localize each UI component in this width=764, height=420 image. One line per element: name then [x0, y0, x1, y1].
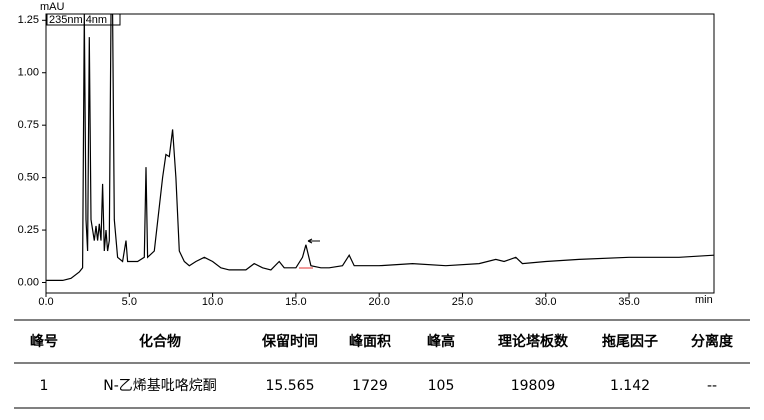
table-header: 保留时间: [261, 333, 318, 350]
table-cell: 15.565: [266, 378, 315, 394]
y-tick-label: 0.00: [18, 276, 39, 288]
y-tick-label: 1.00: [18, 67, 39, 79]
table: 峰号 化合物 保留时间 峰面积 峰高 理论塔板数 拖尾因子 分离度 1 N-乙烯基吡咯烷酮 15.5…: [14, 319, 750, 409]
y-tick-label: 0.50: [18, 172, 39, 184]
table-cell: 1.142: [610, 378, 650, 394]
legend-box: [46, 13, 121, 26]
y-tick-label: 1.25: [18, 14, 39, 26]
table-header: 理论塔板数: [498, 333, 569, 350]
table-cell: 1729: [352, 378, 388, 394]
table-header: 峰号: [30, 333, 58, 350]
x-tick-label: 5.0: [122, 296, 137, 308]
x-tick-label: 0.0: [38, 296, 53, 308]
table-header: 化合物: [139, 333, 181, 350]
trace: [46, 14, 714, 281]
table-header: 拖尾因子: [602, 333, 658, 350]
y-tick-label: 0.75: [18, 119, 39, 131]
x-tick-label: 30.0: [535, 296, 556, 308]
x-tick-label: 15.0: [285, 296, 306, 308]
x-tick-label: 35.0: [618, 296, 639, 308]
table-cell: 105: [428, 378, 455, 394]
table-cell: N-乙烯基吡咯烷酮: [103, 377, 217, 394]
table-cell: 19809: [511, 378, 556, 394]
y-axis-label: mAU: [40, 1, 65, 13]
table-cell: --: [707, 378, 717, 394]
y-tick-label: 0.25: [18, 224, 39, 236]
peak-marker-head: [307, 238, 313, 244]
table-cell: 1: [40, 378, 49, 394]
x-tick-label: 20.0: [368, 296, 389, 308]
legend-entry: 235nm,4nm: [49, 14, 107, 26]
x-axis-label: min: [695, 294, 713, 306]
table-header: 峰高: [427, 333, 455, 350]
x-tick-label: 25.0: [452, 296, 473, 308]
plot-frame: [45, 13, 715, 294]
table-header: 峰面积: [349, 333, 391, 350]
table-header: 分离度: [691, 333, 734, 350]
x-tick-label: 10.0: [202, 296, 223, 308]
